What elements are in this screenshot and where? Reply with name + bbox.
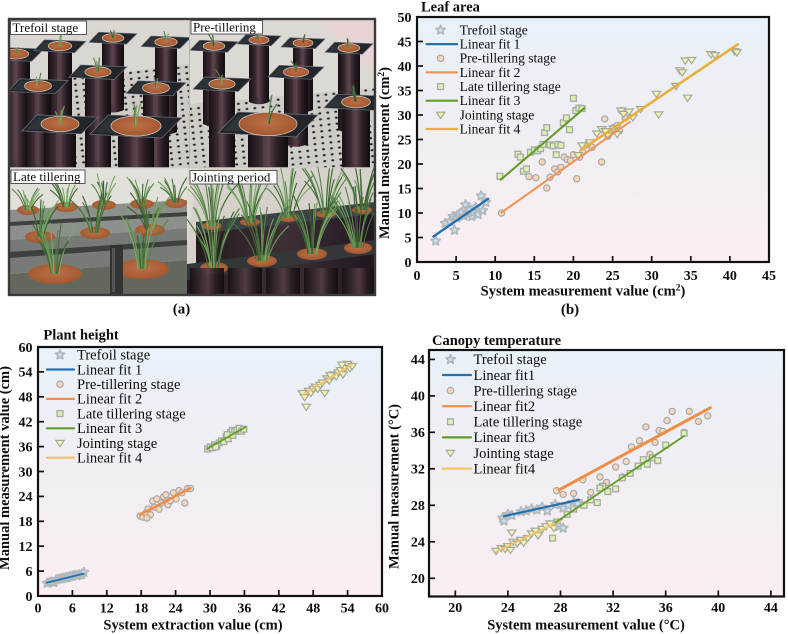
svg-text:Trefoil stage: Trefoil stage: [77, 348, 150, 364]
svg-text:54: 54: [19, 366, 33, 381]
svg-text:Pre-tillering stage: Pre-tillering stage: [460, 51, 556, 66]
svg-text:30: 30: [398, 109, 412, 124]
svg-text:18: 18: [19, 515, 33, 530]
svg-text:Linear fit 4: Linear fit 4: [460, 121, 521, 136]
svg-text:0: 0: [405, 256, 412, 271]
svg-text:Linear fit 3: Linear fit 3: [460, 93, 521, 108]
svg-text:Linear fit3: Linear fit3: [474, 430, 536, 446]
svg-text:36: 36: [237, 602, 251, 617]
svg-text:6: 6: [69, 602, 76, 617]
svg-text:0: 0: [35, 602, 42, 617]
svg-text:32: 32: [411, 463, 425, 478]
svg-text:45: 45: [398, 35, 412, 50]
svg-text:28: 28: [554, 601, 568, 616]
svg-text:24: 24: [19, 490, 33, 505]
svg-text:35: 35: [684, 269, 698, 284]
svg-text:25: 25: [398, 133, 412, 148]
svg-text:54: 54: [341, 602, 355, 617]
svg-text:5: 5: [453, 269, 460, 284]
svg-text:42: 42: [272, 602, 286, 617]
svg-text:32: 32: [606, 601, 620, 616]
svg-text:Jointing stage: Jointing stage: [474, 446, 554, 462]
svg-text:Pre-tillering stage: Pre-tillering stage: [77, 377, 180, 393]
svg-text:Linear fit4: Linear fit4: [474, 461, 536, 477]
svg-text:Late tillering stage: Late tillering stage: [77, 406, 186, 422]
svg-text:30: 30: [203, 602, 217, 617]
svg-text:36: 36: [19, 440, 33, 455]
svg-text:Linear fit 1: Linear fit 1: [77, 362, 142, 378]
svg-text:40: 40: [711, 601, 725, 616]
svg-text:Pre-tillering: Pre-tillering: [193, 20, 256, 35]
svg-text:30: 30: [645, 269, 659, 284]
svg-text:50: 50: [398, 11, 412, 26]
svg-text:20: 20: [398, 158, 412, 173]
svg-text:36: 36: [659, 601, 673, 616]
svg-text:24: 24: [411, 536, 425, 551]
svg-text:Late tillering stage: Late tillering stage: [460, 79, 561, 94]
svg-text:Jointing stage: Jointing stage: [460, 107, 535, 122]
svg-text:18: 18: [134, 602, 148, 617]
svg-text:Linear fit 2: Linear fit 2: [77, 392, 142, 408]
svg-text:10: 10: [398, 207, 412, 222]
svg-text:System measurement value (°C): System measurement value (°C): [487, 617, 685, 633]
svg-text:5: 5: [405, 231, 412, 246]
svg-text:Canopy temperature: Canopy temperature: [432, 333, 562, 349]
svg-text:28: 28: [411, 499, 425, 514]
svg-text:Leaf area: Leaf area: [421, 0, 481, 16]
svg-text:Linear fit 1: Linear fit 1: [460, 37, 521, 52]
svg-text:Linear fit1: Linear fit1: [474, 368, 536, 384]
svg-text:40: 40: [398, 60, 412, 75]
svg-text:System extraction value (cm): System extraction value (cm): [103, 617, 282, 633]
svg-text:Manual measurement (cm2): Manual measurement (cm2): [377, 67, 393, 239]
svg-text:48: 48: [19, 391, 33, 406]
svg-text:48: 48: [306, 602, 320, 617]
svg-text:Jointing stage: Jointing stage: [77, 436, 157, 452]
svg-text:System measurement value (cm2): System measurement value (cm2): [481, 284, 686, 300]
svg-text:44: 44: [764, 601, 778, 616]
svg-text:40: 40: [723, 269, 737, 284]
svg-text:Linear fit 4: Linear fit 4: [77, 451, 143, 467]
svg-text:25: 25: [606, 269, 620, 284]
svg-text:(a): (a): [173, 302, 191, 318]
svg-text:6: 6: [26, 565, 33, 580]
svg-text:20: 20: [448, 601, 462, 616]
svg-text:45: 45: [762, 269, 776, 284]
svg-text:44: 44: [411, 353, 425, 368]
svg-text:Trefoil stage: Trefoil stage: [13, 20, 79, 35]
svg-text:0: 0: [414, 269, 421, 284]
svg-text:Late tillering: Late tillering: [13, 169, 81, 184]
svg-text:35: 35: [398, 84, 412, 99]
svg-text:Plant height: Plant height: [43, 328, 118, 344]
svg-text:60: 60: [375, 602, 389, 617]
svg-text:0: 0: [26, 590, 33, 605]
svg-text:(b): (b): [561, 302, 579, 318]
svg-text:36: 36: [411, 426, 425, 441]
svg-text:10: 10: [488, 269, 502, 284]
svg-text:Linear fit 3: Linear fit 3: [77, 421, 142, 437]
svg-text:12: 12: [19, 540, 33, 555]
svg-text:Manual measurement value (cm): Manual measurement value (cm): [0, 366, 13, 570]
svg-text:12: 12: [100, 602, 114, 617]
svg-text:Trefoil stage: Trefoil stage: [474, 352, 547, 368]
svg-text:30: 30: [19, 465, 33, 480]
svg-text:Late tillering stage: Late tillering stage: [474, 415, 583, 431]
svg-text:20: 20: [566, 269, 580, 284]
svg-text:60: 60: [19, 341, 33, 356]
svg-text:42: 42: [19, 416, 33, 431]
svg-text:15: 15: [398, 182, 412, 197]
svg-text:Manual measurement (°C): Manual measurement (°C): [387, 404, 403, 569]
svg-text:20: 20: [411, 572, 425, 587]
svg-text:Linear fit 2: Linear fit 2: [460, 65, 521, 80]
svg-text:24: 24: [501, 601, 515, 616]
svg-text:15: 15: [527, 269, 541, 284]
svg-text:40: 40: [411, 390, 425, 405]
svg-text:Linear fit2: Linear fit2: [474, 399, 536, 415]
svg-text:Trefoil stage: Trefoil stage: [460, 23, 528, 38]
svg-text:24: 24: [169, 602, 183, 617]
svg-text:Jointing period: Jointing period: [192, 170, 271, 185]
svg-text:Pre-tillering stage: Pre-tillering stage: [474, 383, 577, 399]
